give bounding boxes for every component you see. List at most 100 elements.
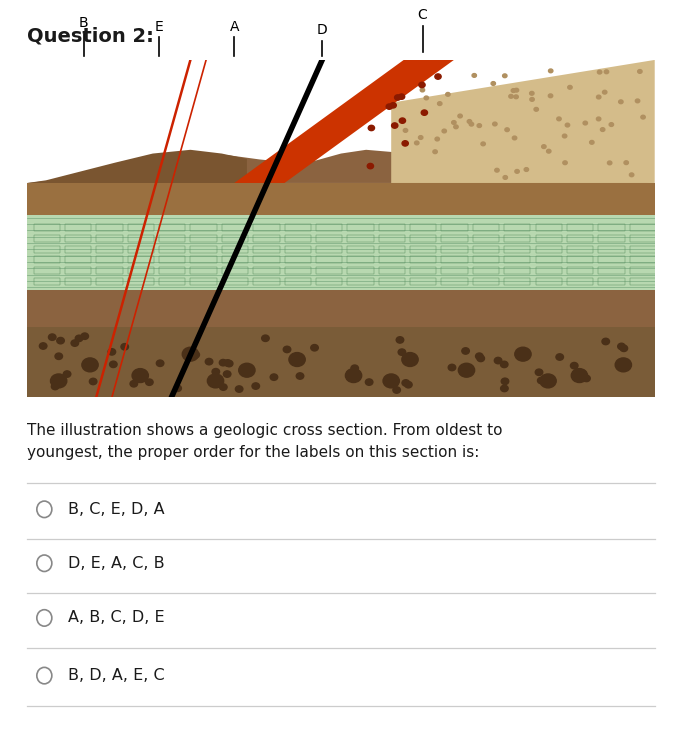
Circle shape [600, 127, 605, 131]
Circle shape [442, 129, 447, 133]
Circle shape [535, 369, 543, 375]
Circle shape [55, 353, 63, 360]
Bar [222, 224, 248, 231]
Circle shape [71, 340, 78, 346]
Polygon shape [391, 60, 655, 183]
Bar [253, 278, 280, 285]
Circle shape [583, 121, 587, 125]
Bar [33, 256, 60, 263]
Circle shape [368, 125, 374, 130]
Circle shape [296, 373, 303, 379]
Circle shape [419, 82, 425, 88]
Circle shape [620, 345, 627, 351]
Bar [410, 278, 436, 285]
Circle shape [624, 161, 628, 165]
Circle shape [435, 74, 441, 79]
Circle shape [582, 375, 590, 382]
Circle shape [48, 334, 56, 340]
Circle shape [638, 70, 642, 73]
Bar [441, 256, 468, 263]
Text: A: A [230, 19, 239, 34]
Bar [159, 224, 186, 231]
Circle shape [503, 175, 507, 179]
Circle shape [224, 371, 231, 377]
Circle shape [262, 335, 269, 342]
Bar [284, 256, 311, 263]
Circle shape [469, 122, 473, 126]
Bar [190, 246, 217, 252]
Bar [159, 235, 186, 242]
Bar [65, 278, 91, 285]
Bar [128, 235, 154, 242]
Circle shape [402, 380, 410, 386]
Bar [316, 246, 342, 252]
Bar [535, 235, 562, 242]
Circle shape [398, 94, 404, 100]
Bar [284, 224, 311, 231]
Bar [316, 267, 342, 274]
Text: The illustration shows a geologic cross section. From oldest to: The illustration shows a geologic cross … [27, 423, 503, 438]
Circle shape [252, 383, 260, 389]
Bar [159, 278, 186, 285]
Circle shape [501, 385, 508, 392]
Circle shape [226, 360, 233, 367]
Bar [316, 278, 342, 285]
Bar [504, 256, 531, 263]
Circle shape [174, 385, 181, 392]
Text: C: C [417, 8, 428, 22]
Bar [190, 224, 217, 231]
Circle shape [192, 351, 199, 358]
Bar [128, 224, 154, 231]
Bar [33, 224, 60, 231]
Bar [535, 278, 562, 285]
Polygon shape [27, 327, 655, 397]
Bar [159, 246, 186, 252]
Bar [629, 246, 656, 252]
Bar [347, 256, 374, 263]
Circle shape [472, 73, 477, 77]
Circle shape [205, 359, 213, 365]
Circle shape [448, 364, 456, 371]
Bar [65, 235, 91, 242]
Bar [379, 267, 405, 274]
Circle shape [512, 88, 516, 92]
Bar [504, 246, 531, 252]
Circle shape [130, 380, 138, 387]
Bar [316, 224, 342, 231]
Circle shape [530, 97, 534, 101]
Circle shape [81, 333, 89, 339]
Circle shape [503, 74, 507, 78]
Circle shape [63, 371, 71, 377]
Circle shape [491, 82, 496, 85]
Circle shape [311, 345, 318, 351]
Bar [567, 256, 593, 263]
Bar [190, 278, 217, 285]
Bar [284, 278, 311, 285]
Bar [222, 235, 248, 242]
Bar [379, 256, 405, 263]
Circle shape [411, 77, 416, 81]
Bar [410, 256, 436, 263]
Bar [33, 246, 60, 252]
Circle shape [367, 163, 374, 169]
Text: E: E [155, 19, 164, 34]
Bar [629, 235, 656, 242]
Bar [253, 246, 280, 252]
Circle shape [207, 374, 224, 388]
Bar [222, 256, 248, 263]
Text: B, D, A, E, C: B, D, A, E, C [68, 668, 165, 683]
Circle shape [75, 335, 83, 342]
Circle shape [619, 100, 623, 103]
Bar [598, 256, 625, 263]
Bar [347, 235, 374, 242]
Circle shape [420, 88, 425, 92]
Circle shape [386, 104, 392, 109]
Circle shape [108, 348, 116, 355]
Circle shape [239, 363, 255, 377]
Bar [379, 278, 405, 285]
Circle shape [556, 354, 563, 360]
Bar [379, 246, 405, 252]
Circle shape [82, 358, 98, 372]
Circle shape [557, 117, 561, 121]
Bar [410, 246, 436, 252]
